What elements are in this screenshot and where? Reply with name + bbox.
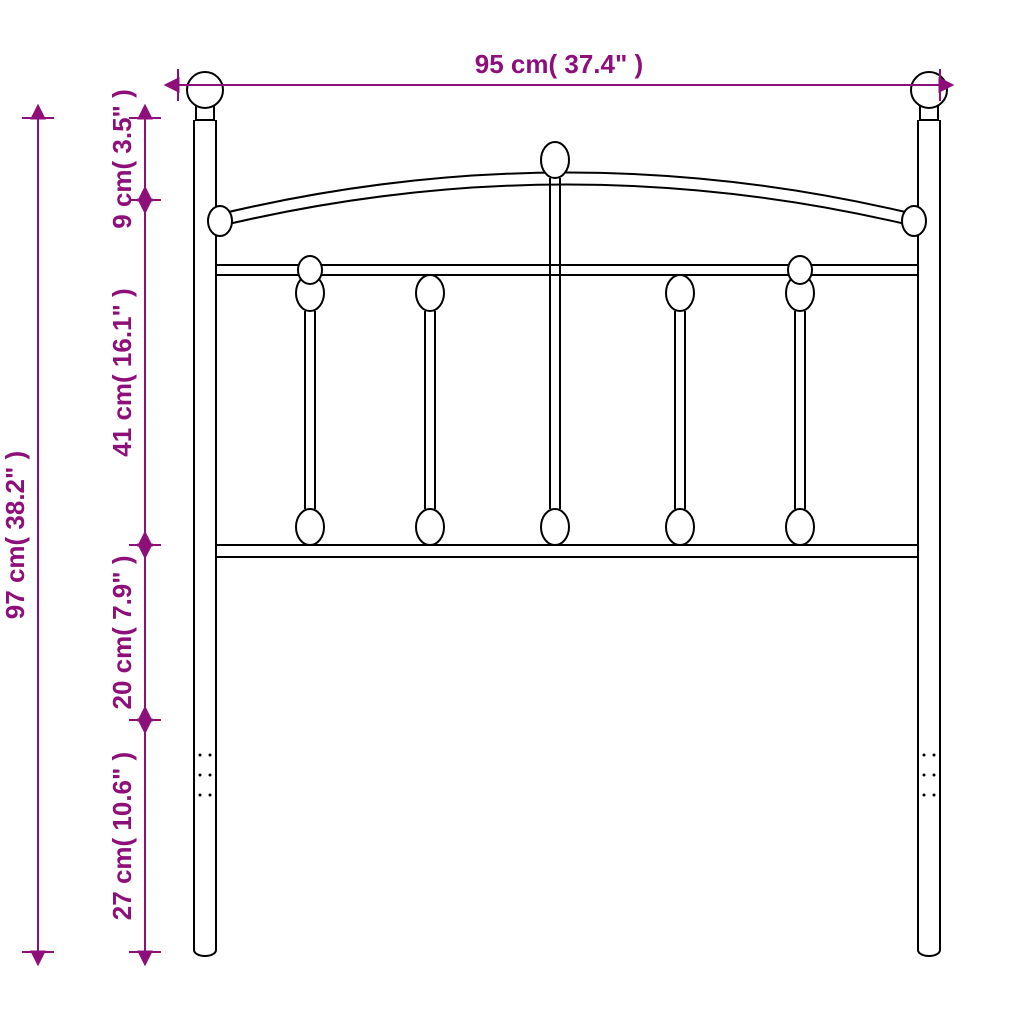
dim-width-label: 95 cm( 37.4" ) <box>475 49 643 79</box>
dim-upper-panel: 41 cm( 16.1" ) <box>107 200 161 545</box>
dim-mid-seg: 20 cm( 7.9" ) <box>107 545 161 720</box>
dim-top-seg-label: 9 cm( 3.5" ) <box>107 89 137 229</box>
dim-leg-seg-label: 27 cm( 10.6" ) <box>107 752 137 920</box>
dim-top-seg: 9 cm( 3.5" ) <box>107 89 161 229</box>
headboard-drawing <box>187 72 947 956</box>
dim-leg-seg: 27 cm( 10.6" ) <box>107 720 161 952</box>
dim-total-height-label: 97 cm( 38.2" ) <box>0 451 30 619</box>
dim-upper-panel-label: 41 cm( 16.1" ) <box>107 288 137 456</box>
dim-mid-seg-label: 20 cm( 7.9" ) <box>107 556 137 710</box>
headboard-dimension-diagram: 95 cm( 37.4" ) 97 cm( 38.2" ) 9 cm( 3.5" )… <box>0 0 1024 1024</box>
dim-width: 95 cm( 37.4" ) <box>178 49 940 101</box>
dim-total-height: 97 cm( 38.2" ) <box>0 118 54 952</box>
